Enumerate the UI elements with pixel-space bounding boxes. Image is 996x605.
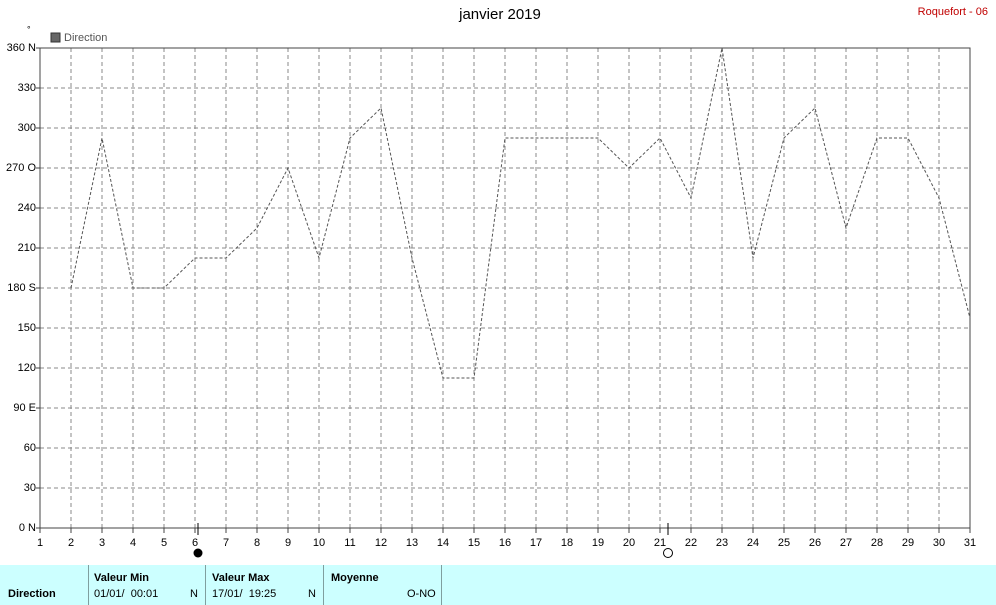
separator (323, 565, 324, 605)
max-dir: N (308, 588, 316, 600)
x-tick-label: 18 (561, 537, 573, 549)
x-tick-label: 28 (871, 537, 883, 549)
x-tick-label: 4 (130, 537, 136, 549)
mean-header: Moyenne (331, 572, 379, 584)
x-tick-label: 22 (685, 537, 697, 549)
x-tick-label: 23 (716, 537, 728, 549)
y-tick-label: 120 (18, 362, 36, 374)
x-tick-label: 13 (406, 537, 418, 549)
mean-value: O-NO (407, 588, 436, 600)
x-tick-label: 8 (254, 537, 260, 549)
y-tick-label: 240 (18, 202, 36, 214)
x-tick-label: 9 (285, 537, 291, 549)
x-tick-label: 29 (902, 537, 914, 549)
separator (205, 565, 206, 605)
x-tick-label: 20 (623, 537, 635, 549)
y-tick-label: 90 E (13, 402, 36, 414)
x-tick-label: 11 (344, 537, 355, 549)
chart: janvier 2019 Roquefort - 06 ° Direction … (6, 6, 988, 558)
y-tick-label: 270 O (6, 162, 36, 174)
y-tick-label: 360 N (7, 42, 36, 54)
min-date: 01/01/ 00:01 (94, 588, 159, 600)
x-tick-label: 31 (964, 537, 976, 549)
grid (40, 48, 970, 528)
y-tick-label: 210 (18, 242, 36, 254)
y-tick-label: 60 (24, 442, 36, 454)
chart-title: janvier 2019 (458, 6, 541, 23)
max-date: 17/01/ 19:25 (212, 588, 277, 600)
legend-label: Direction (64, 32, 107, 44)
summary-panel: Direction Valeur Min 01/01/ 00:01 N Vale… (0, 565, 996, 605)
x-tick-label: 2 (68, 537, 74, 549)
max-marker (663, 548, 673, 558)
x-tick-label: 1 (37, 537, 43, 549)
x-tick-label: 21 (654, 537, 666, 549)
x-tick-label: 6 (192, 537, 198, 549)
x-tick-label: 30 (933, 537, 945, 549)
min-marker (193, 548, 203, 558)
x-tick-label: 26 (809, 537, 821, 549)
x-tick-label: 10 (313, 537, 325, 549)
x-tick-label: 5 (161, 537, 167, 549)
y-tick-label: 330 (18, 82, 36, 94)
row-label: Direction (8, 588, 56, 600)
x-tick-label: 24 (747, 537, 759, 549)
x-tick-label: 3 (99, 537, 105, 549)
max-header: Valeur Max (212, 572, 270, 584)
y-tick-label: 180 S (7, 282, 36, 294)
x-tick-label: 7 (223, 537, 229, 549)
y-tick-label: 150 (18, 322, 36, 334)
x-tick-label: 17 (530, 537, 542, 549)
y-tick-label: 0 N (19, 522, 36, 534)
legend-swatch (50, 32, 61, 43)
x-tick-label: 19 (592, 537, 604, 549)
x-tick-label: 12 (375, 537, 387, 549)
x-tick-label: 25 (778, 537, 790, 549)
y-tick-label: 300 (18, 122, 36, 134)
separator (88, 565, 89, 605)
station: Roquefort - 06 (918, 6, 988, 18)
line (70, 47, 971, 379)
min-dir: N (190, 588, 198, 600)
y-unit: ° (27, 24, 31, 34)
x-tick-label: 14 (437, 537, 449, 549)
y-tick-label: 30 (24, 482, 36, 494)
x-tick-label: 27 (840, 537, 852, 549)
separator (441, 565, 442, 605)
x-tick-label: 16 (499, 537, 511, 549)
min-header: Valeur Min (94, 572, 150, 584)
x-tick-label: 15 (468, 537, 480, 549)
